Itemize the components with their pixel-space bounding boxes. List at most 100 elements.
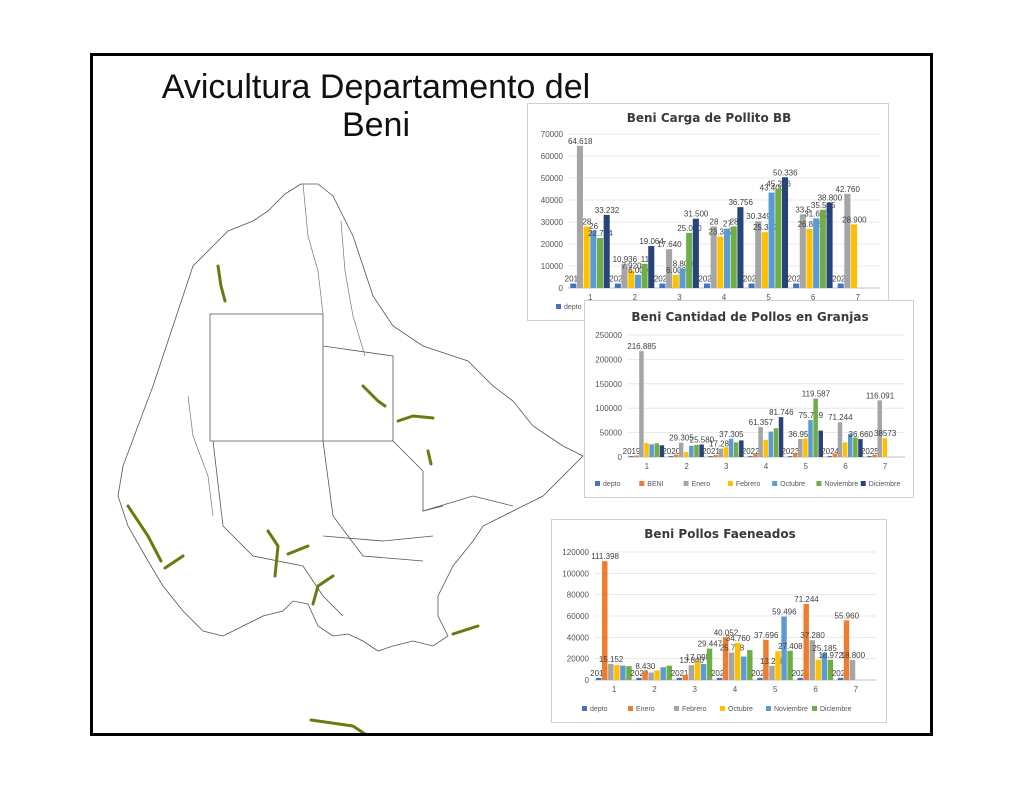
data-label: 2022 <box>742 447 760 456</box>
bar <box>769 665 775 680</box>
legend-swatch <box>595 481 600 486</box>
bar <box>787 456 793 457</box>
data-label: 27.408 <box>778 642 803 651</box>
bar <box>806 228 813 288</box>
data-label: 61.357 <box>749 418 774 427</box>
legend-swatch <box>766 706 771 711</box>
bar <box>735 642 741 680</box>
bar <box>851 224 858 288</box>
legend-label: BENI <box>647 481 663 488</box>
x-tick-label: 5 <box>766 293 771 302</box>
data-label: 33.5 <box>795 205 811 214</box>
bar <box>596 677 602 680</box>
bar <box>682 674 689 680</box>
data-label: 2023 <box>743 275 761 284</box>
data-label: 8.430 <box>635 662 656 671</box>
data-label: 64.618 <box>568 137 593 146</box>
bar <box>761 232 768 288</box>
data-label: 13.288 <box>760 657 785 666</box>
x-tick-label: 6 <box>811 293 816 302</box>
data-label: 2024 <box>821 447 839 456</box>
data-label: 25.060 <box>677 224 702 233</box>
data-label: 35.565 <box>811 201 836 210</box>
bar <box>803 438 808 457</box>
data-label: 28 <box>730 217 739 226</box>
bar <box>858 439 863 457</box>
bar <box>659 445 665 457</box>
bar <box>819 209 826 288</box>
map-river <box>451 624 480 636</box>
map-river-thin <box>187 395 214 517</box>
data-label: 2020 <box>609 275 627 284</box>
bar <box>649 444 654 457</box>
data-label: 71.244 <box>794 595 819 604</box>
bar <box>694 661 701 680</box>
bar <box>654 670 660 680</box>
data-label: 75.769 <box>799 411 824 420</box>
bar <box>718 448 724 457</box>
bar <box>716 677 723 680</box>
data-label: 45.236 <box>766 179 791 188</box>
x-tick-label: 7 <box>855 293 860 302</box>
y-tick-label: 60000 <box>541 152 564 161</box>
bar <box>708 456 713 457</box>
data-label: 31.650 <box>804 209 829 218</box>
legend-label: Octubre <box>780 481 805 488</box>
data-label: 34.760 <box>726 634 751 643</box>
y-tick-label: 100000 <box>562 569 589 578</box>
map-province-line <box>212 440 344 617</box>
x-tick-label: 2 <box>652 685 657 694</box>
data-label: 6.000 <box>628 266 649 275</box>
map-river <box>126 504 163 563</box>
legend-label: Enero <box>692 481 711 488</box>
data-label: 17.640 <box>657 240 682 249</box>
legend-swatch <box>720 706 725 711</box>
data-label: 29.447 <box>698 640 723 649</box>
data-label: 36.952 <box>788 430 813 439</box>
legend-label: Diciembre <box>820 706 852 713</box>
data-label: 71.244 <box>828 413 853 422</box>
data-label: 23.347 <box>708 228 733 237</box>
data-label: 50.336 <box>773 168 798 177</box>
legend-swatch <box>772 481 778 486</box>
data-label: 28 <box>582 217 591 226</box>
data-label: 2021 <box>654 275 672 284</box>
data-label: 31.500 <box>684 210 709 219</box>
data-label: 81.746 <box>769 408 794 417</box>
legend-label: Noviembre <box>824 481 858 488</box>
bar <box>872 454 877 457</box>
data-label: 37.280 <box>800 631 825 640</box>
legend-swatch <box>683 481 689 486</box>
bar <box>741 656 747 680</box>
chart-pollos-granjas: Beni Cantidad de Pollos en Granjas 0 50000… <box>584 300 914 498</box>
legend-label: depto <box>564 304 582 311</box>
legend-swatch <box>812 706 817 711</box>
legend-label: Noviembre <box>774 706 808 713</box>
legend-swatch <box>674 706 679 711</box>
data-label: 2024 <box>788 275 806 284</box>
bar <box>844 193 851 288</box>
bar <box>787 650 793 680</box>
bar <box>700 664 707 680</box>
data-label: 38573 <box>874 429 897 438</box>
bar <box>666 249 673 288</box>
bar <box>753 454 758 457</box>
y-tick-label: 150000 <box>595 380 622 389</box>
bar <box>815 659 822 680</box>
bar <box>660 667 666 680</box>
bar <box>849 659 856 680</box>
bar <box>821 653 828 680</box>
y-tick-label: 0 <box>585 676 590 685</box>
bar <box>739 440 744 457</box>
x-tick-label: 1 <box>612 685 617 694</box>
beni-map <box>117 183 584 733</box>
bar <box>798 438 803 457</box>
map-province-line <box>422 495 514 512</box>
data-label: 2020 <box>662 447 680 456</box>
bar <box>583 226 590 288</box>
map-river <box>426 449 433 466</box>
bar <box>763 439 768 457</box>
bar <box>641 263 648 288</box>
data-label: 2023 <box>751 669 769 678</box>
bar <box>818 430 823 457</box>
